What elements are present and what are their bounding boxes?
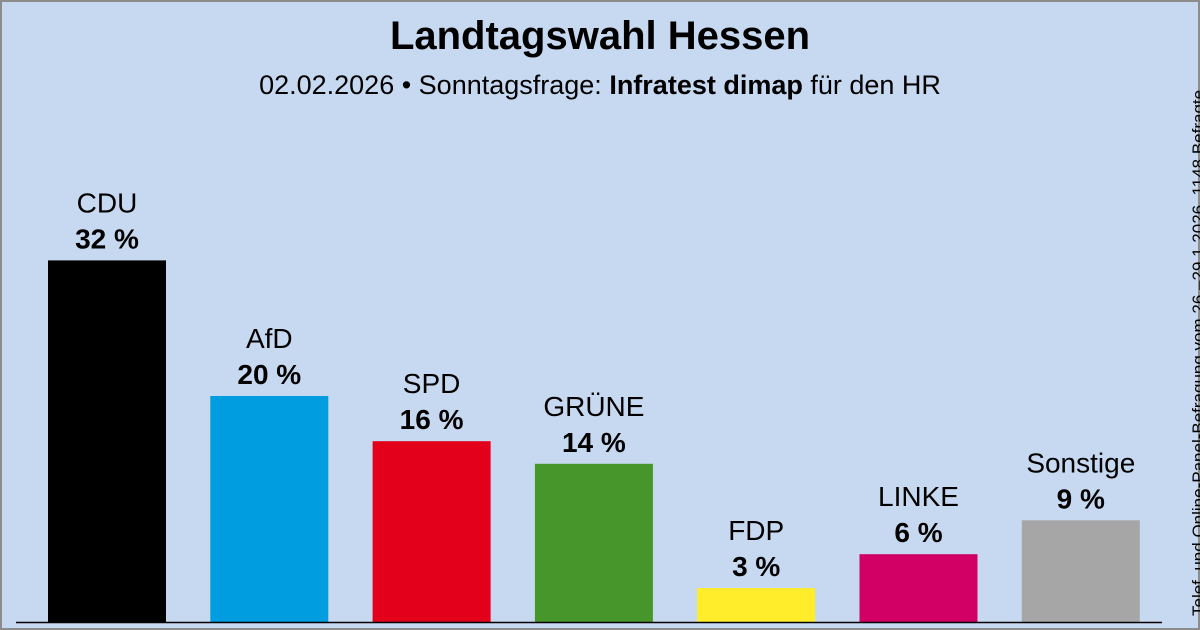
bar-afd — [210, 396, 329, 622]
bar-fdp — [697, 588, 816, 622]
poll-date: 02.02.2026 — [259, 70, 395, 100]
party-label: CDU — [77, 187, 138, 218]
client: für den HR — [802, 70, 941, 100]
party-label: AfD — [246, 323, 293, 354]
value-label: 3 % — [732, 551, 780, 582]
bar-grüne — [534, 463, 653, 622]
party-label: Sonstige — [1026, 447, 1135, 478]
party-label: FDP — [728, 515, 784, 546]
chart-subtitle: 02.02.2026 • Sonntagsfrage: Infratest di… — [0, 70, 1200, 101]
bar-spd — [372, 441, 491, 622]
value-label: 6 % — [894, 517, 942, 548]
value-label: 9 % — [1057, 483, 1105, 514]
value-label: 32 % — [75, 223, 139, 254]
subtitle-separator: • Sonntagsfrage: — [394, 70, 610, 100]
chart-title: Landtagswahl Hessen — [389, 14, 811, 58]
value-label: 16 % — [400, 404, 464, 435]
bar-linke — [859, 554, 978, 622]
party-label: GRÜNE — [543, 391, 644, 422]
bar-sonstige — [1021, 520, 1140, 622]
party-label: LINKE — [878, 481, 959, 512]
bar-cdu — [48, 260, 166, 622]
value-label: 20 % — [237, 359, 301, 390]
value-label: 14 % — [562, 427, 626, 458]
party-label: SPD — [403, 368, 461, 399]
institute: Infratest dimap — [609, 70, 803, 100]
